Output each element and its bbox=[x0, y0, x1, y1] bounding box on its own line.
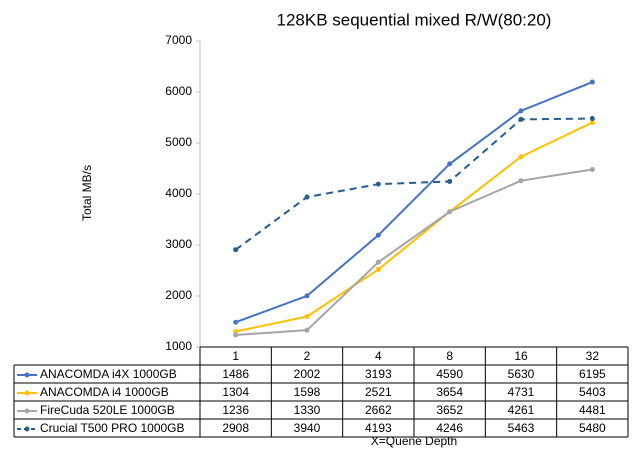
table-value: 4246 bbox=[436, 421, 463, 435]
table-value: 1330 bbox=[294, 403, 321, 417]
x-tick-label: 16 bbox=[514, 349, 528, 363]
data-point bbox=[304, 194, 310, 200]
data-point bbox=[233, 247, 239, 253]
data-point bbox=[447, 161, 453, 167]
table-value: 6195 bbox=[579, 367, 606, 381]
y-tick-label: 3000 bbox=[165, 237, 192, 251]
data-point bbox=[518, 178, 524, 184]
table-value: 5463 bbox=[508, 421, 535, 435]
table-value: 4731 bbox=[508, 385, 535, 399]
y-tick-label: 1000 bbox=[165, 339, 192, 353]
legend-label: ANACOMDA i4 1000GB bbox=[40, 385, 169, 399]
legend-marker bbox=[24, 390, 30, 396]
x-tick-label: 4 bbox=[375, 349, 382, 363]
data-point bbox=[518, 108, 524, 114]
table-value: 1598 bbox=[294, 385, 321, 399]
data-point bbox=[233, 332, 239, 338]
table-value: 4590 bbox=[436, 367, 463, 381]
data-point bbox=[233, 319, 239, 325]
table-value: 4193 bbox=[365, 421, 392, 435]
table-value: 2908 bbox=[222, 421, 249, 435]
data-point bbox=[447, 209, 453, 215]
data-point bbox=[589, 119, 595, 125]
data-point bbox=[375, 232, 381, 238]
y-tick-label: 7000 bbox=[165, 33, 192, 47]
data-point bbox=[375, 259, 381, 265]
data-point bbox=[589, 166, 595, 172]
data-point bbox=[589, 79, 595, 85]
table-value: 2002 bbox=[294, 367, 321, 381]
table-value: 1486 bbox=[222, 367, 249, 381]
data-point bbox=[233, 328, 239, 334]
x-tick-label: 32 bbox=[586, 349, 600, 363]
table-value: 3940 bbox=[294, 421, 321, 435]
table-value: 4261 bbox=[508, 403, 535, 417]
x-tick-label: 1 bbox=[232, 349, 239, 363]
legend-label: FireCuda 520LE 1000GB bbox=[40, 403, 175, 417]
series-line bbox=[235, 121, 593, 333]
table-value: 5480 bbox=[579, 421, 606, 435]
data-point bbox=[518, 154, 524, 160]
data-point bbox=[375, 181, 381, 187]
legend-label: Crucial T500 PRO 1000GB bbox=[40, 421, 185, 435]
table-value: 3654 bbox=[436, 385, 463, 399]
table-value: 5403 bbox=[579, 385, 606, 399]
series-line bbox=[235, 81, 593, 324]
table-value: 1236 bbox=[222, 403, 249, 417]
data-point bbox=[304, 327, 310, 333]
x-axis-label: X=Quene Depth bbox=[371, 434, 457, 448]
x-tick-label: 8 bbox=[446, 349, 453, 363]
table-value: 4481 bbox=[579, 403, 606, 417]
table-value: 1304 bbox=[222, 385, 249, 399]
y-tick-label: 2000 bbox=[165, 288, 192, 302]
y-axis-label: Total MB/s bbox=[80, 165, 94, 221]
data-point bbox=[304, 314, 310, 320]
chart-title: 128KB sequential mixed R/W(80:20) bbox=[277, 10, 552, 29]
y-tick-label: 6000 bbox=[165, 84, 192, 98]
y-tick-label: 5000 bbox=[165, 135, 192, 149]
legend-marker bbox=[24, 426, 30, 432]
y-tick-label: 4000 bbox=[165, 186, 192, 200]
legend-label: ANACOMDA i4X 1000GB bbox=[40, 367, 177, 381]
data-point bbox=[304, 293, 310, 299]
table-value: 5630 bbox=[508, 367, 535, 381]
data-point bbox=[589, 116, 595, 122]
table-value: 2521 bbox=[365, 385, 392, 399]
data-point bbox=[447, 178, 453, 184]
legend-marker bbox=[24, 372, 30, 378]
legend-marker bbox=[24, 408, 30, 414]
x-tick-label: 2 bbox=[304, 349, 311, 363]
table-value: 3652 bbox=[436, 403, 463, 417]
data-point bbox=[518, 116, 524, 122]
table-value: 3193 bbox=[365, 367, 392, 381]
data-point bbox=[375, 266, 381, 272]
table-value: 2662 bbox=[365, 403, 392, 417]
series-line bbox=[235, 168, 593, 336]
series-line bbox=[235, 117, 593, 251]
